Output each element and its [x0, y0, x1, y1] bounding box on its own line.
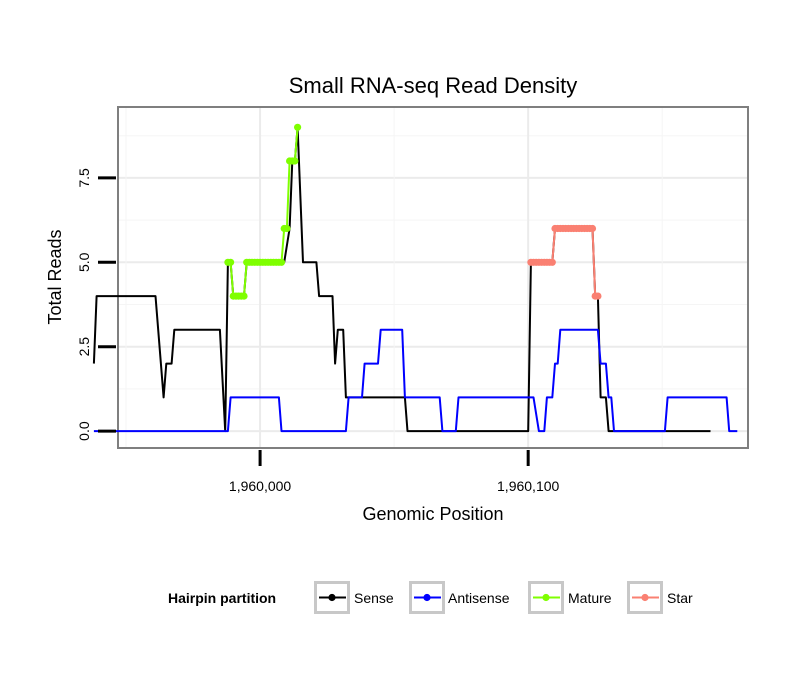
- star-point: [548, 258, 556, 266]
- legend-label-sense: Sense: [354, 590, 394, 606]
- y-axis-label: Total Reads: [45, 229, 65, 324]
- mature-point: [240, 292, 248, 300]
- legend-key-point-antisense: [423, 593, 431, 602]
- x-tick-label: 1,960,000: [229, 478, 291, 494]
- series-antisense: [93, 328, 738, 433]
- y-tick-label: 0.0: [76, 421, 92, 441]
- axis-layer: 0.0 2.5 5.0 7.5 1,960,000 1,960,100: [76, 168, 560, 494]
- legend-item-mature: Mature: [528, 581, 612, 614]
- legend-item-star: Star: [627, 581, 693, 614]
- y-tick-label: 2.5: [76, 337, 92, 357]
- x-axis-label: Genomic Position: [362, 504, 503, 524]
- y-tick-label: 5.0: [76, 252, 92, 272]
- y-tick-label: 7.5: [76, 168, 92, 188]
- legend-label-mature: Mature: [568, 590, 612, 606]
- legend-key-point-star: [641, 593, 649, 602]
- antisense-line: [93, 328, 738, 433]
- legend-label-antisense: Antisense: [448, 590, 510, 606]
- mature-point: [277, 258, 286, 266]
- mature-point: [294, 123, 302, 131]
- legend-item-sense: Sense: [314, 581, 394, 614]
- mature-point: [227, 258, 235, 266]
- star-point: [588, 224, 597, 233]
- legend-title: Hairpin partition: [168, 590, 276, 606]
- star-point: [594, 292, 602, 300]
- mature-point: [291, 157, 299, 165]
- series-star: [527, 224, 602, 300]
- legend-item-antisense: Antisense: [409, 581, 510, 614]
- legend-key-point-sense: [328, 593, 336, 602]
- series-layer: [92, 123, 738, 433]
- chart-title: Small RNA-seq Read Density: [289, 73, 578, 98]
- legend-key-point-mature: [542, 593, 550, 602]
- legend: Hairpin partition Sense Antisense Mature St…: [168, 581, 693, 614]
- x-tick-label: 1,960,100: [497, 478, 559, 494]
- series-mature: [224, 123, 302, 300]
- mature-point: [283, 224, 291, 233]
- legend-label-star: Star: [667, 590, 693, 606]
